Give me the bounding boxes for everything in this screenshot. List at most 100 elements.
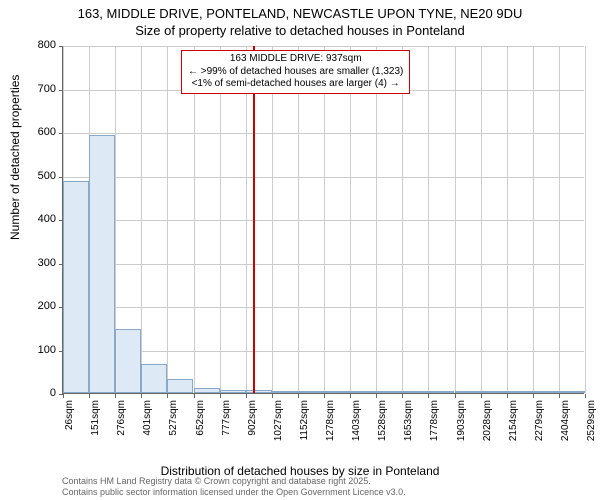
xtick-label: 2404sqm xyxy=(560,400,571,450)
histogram-bar xyxy=(455,391,481,393)
xtick-label: 1152sqm xyxy=(299,400,310,450)
xtick-label: 1027sqm xyxy=(273,400,284,450)
xtick-mark xyxy=(585,394,586,398)
callout-line2: ← >99% of detached houses are smaller (1… xyxy=(188,66,403,79)
gridline-v xyxy=(428,46,429,393)
xtick-mark xyxy=(141,394,142,398)
xtick-mark xyxy=(298,394,299,398)
xtick-mark xyxy=(428,394,429,398)
xtick-label: 777sqm xyxy=(221,400,232,450)
xtick-label: 1653sqm xyxy=(403,400,414,450)
marker-callout: 163 MIDDLE DRIVE: 937sqm← >99% of detach… xyxy=(181,50,410,94)
chart-title-line2: Size of property relative to detached ho… xyxy=(0,23,600,38)
xtick-label: 902sqm xyxy=(247,400,258,450)
ytick-label: 300 xyxy=(16,257,56,269)
xtick-mark xyxy=(481,394,482,398)
xtick-label: 1403sqm xyxy=(351,400,362,450)
xtick-mark xyxy=(350,394,351,398)
xtick-label: 2279sqm xyxy=(534,400,545,450)
xtick-mark xyxy=(559,394,560,398)
xtick-label: 2529sqm xyxy=(586,400,597,450)
xtick-mark xyxy=(246,394,247,398)
histogram-bar xyxy=(376,391,402,393)
histogram-bar xyxy=(533,391,559,393)
histogram-bar xyxy=(220,390,246,393)
plot-area: 163 MIDDLE DRIVE: 937sqm← >99% of detach… xyxy=(62,46,584,394)
gridline-v xyxy=(246,46,247,393)
ytick-label: 600 xyxy=(16,126,56,138)
xtick-label: 1903sqm xyxy=(456,400,467,450)
histogram-bar xyxy=(559,391,585,393)
xtick-mark xyxy=(220,394,221,398)
callout-line1: 163 MIDDLE DRIVE: 937sqm xyxy=(188,53,403,66)
histogram-bar xyxy=(428,391,454,393)
histogram-bar xyxy=(272,391,298,393)
histogram-bar xyxy=(481,391,507,393)
histogram-bar xyxy=(298,391,324,393)
xtick-label: 652sqm xyxy=(195,400,206,450)
xtick-label: 2028sqm xyxy=(482,400,493,450)
xtick-label: 151sqm xyxy=(90,400,101,450)
gridline-v xyxy=(507,46,508,393)
xtick-mark xyxy=(402,394,403,398)
xtick-mark xyxy=(376,394,377,398)
xtick-label: 1778sqm xyxy=(429,400,440,450)
footer-line1: Contains HM Land Registry data © Crown c… xyxy=(62,476,406,487)
histogram-bar xyxy=(324,391,350,393)
chart-title-line1: 163, MIDDLE DRIVE, PONTELAND, NEWCASTLE … xyxy=(0,0,600,23)
xtick-mark xyxy=(167,394,168,398)
histogram-bar xyxy=(115,329,141,393)
xtick-mark xyxy=(533,394,534,398)
xtick-label: 401sqm xyxy=(142,400,153,450)
callout-line3: <1% of semi-detached houses are larger (… xyxy=(188,78,403,91)
xtick-label: 276sqm xyxy=(116,400,127,450)
histogram-bar xyxy=(507,391,533,393)
gridline-v xyxy=(585,46,586,393)
histogram-bar xyxy=(89,135,115,393)
xtick-mark xyxy=(272,394,273,398)
histogram-bar xyxy=(141,364,167,393)
gridline-v xyxy=(194,46,195,393)
gridline-v xyxy=(324,46,325,393)
xtick-label: 527sqm xyxy=(168,400,179,450)
ytick-label: 200 xyxy=(16,300,56,312)
histogram-bar xyxy=(167,379,193,393)
xtick-mark xyxy=(115,394,116,398)
histogram-bar xyxy=(350,391,376,393)
gridline-v xyxy=(402,46,403,393)
gridline-v xyxy=(559,46,560,393)
histogram-bar xyxy=(402,391,428,393)
xtick-label: 26sqm xyxy=(64,400,75,450)
xtick-mark xyxy=(63,394,64,398)
xtick-mark xyxy=(507,394,508,398)
histogram-bar xyxy=(63,181,89,393)
xtick-mark xyxy=(455,394,456,398)
gridline-v xyxy=(167,46,168,393)
gridline-v xyxy=(141,46,142,393)
xtick-label: 1278sqm xyxy=(325,400,336,450)
ytick-label: 400 xyxy=(16,213,56,225)
xtick-mark xyxy=(89,394,90,398)
gridline-v xyxy=(481,46,482,393)
xtick-label: 2154sqm xyxy=(508,400,519,450)
footer-attribution: Contains HM Land Registry data © Crown c… xyxy=(62,476,406,498)
xtick-mark xyxy=(194,394,195,398)
marker-line xyxy=(253,46,255,393)
gridline-v xyxy=(376,46,377,393)
histogram-bar xyxy=(194,388,220,393)
gridline-v xyxy=(350,46,351,393)
gridline-v xyxy=(533,46,534,393)
gridline-v xyxy=(272,46,273,393)
gridline-v xyxy=(298,46,299,393)
gridline-v xyxy=(220,46,221,393)
ytick-label: 500 xyxy=(16,170,56,182)
xtick-label: 1528sqm xyxy=(377,400,388,450)
gridline-v xyxy=(455,46,456,393)
ytick-label: 100 xyxy=(16,344,56,356)
xtick-mark xyxy=(324,394,325,398)
ytick-label: 800 xyxy=(16,39,56,51)
ytick-label: 0 xyxy=(16,387,56,399)
ytick-label: 700 xyxy=(16,83,56,95)
histogram-bar xyxy=(246,390,272,393)
footer-line2: Contains public sector information licen… xyxy=(62,487,406,498)
